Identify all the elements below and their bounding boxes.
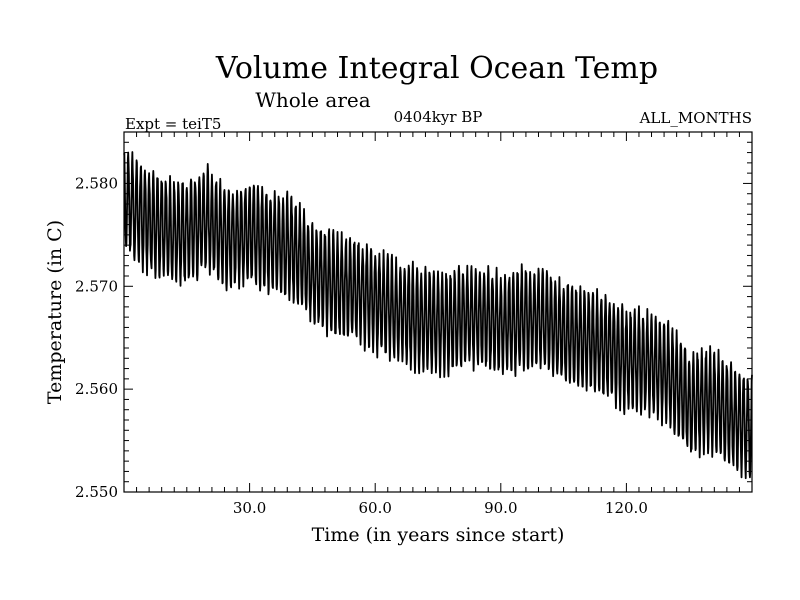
x-tick-label: 120.0	[605, 499, 648, 517]
y-tick-label: 2.580	[75, 174, 118, 192]
x-axis-label: Time (in years since start)	[312, 524, 565, 546]
y-tick-label: 2.570	[75, 277, 118, 295]
tick-labels-layer: 30.0 60.0 90.0 120.0 2.550 2.560 2.570 2.580	[75, 174, 648, 517]
chart-subtitle: Whole area	[255, 88, 370, 112]
months-label: ALL_MONTHS	[639, 109, 752, 127]
experiment-label: Expt = teiT5	[125, 115, 221, 133]
y-tick-label: 2.550	[75, 483, 118, 501]
y-axis-label: Temperature (in C)	[44, 220, 66, 404]
ticks-layer	[124, 132, 752, 492]
series-line-ocean-temp	[123, 151, 753, 480]
x-tick-label: 60.0	[358, 499, 391, 517]
x-tick-label: 30.0	[233, 499, 266, 517]
x-tick-label: 90.0	[484, 499, 517, 517]
y-tick-label: 2.560	[75, 380, 118, 398]
series-layer	[123, 151, 753, 480]
chart-title: Volume Integral Ocean Temp	[215, 51, 658, 86]
period-label: 0404kyr BP	[394, 108, 483, 126]
